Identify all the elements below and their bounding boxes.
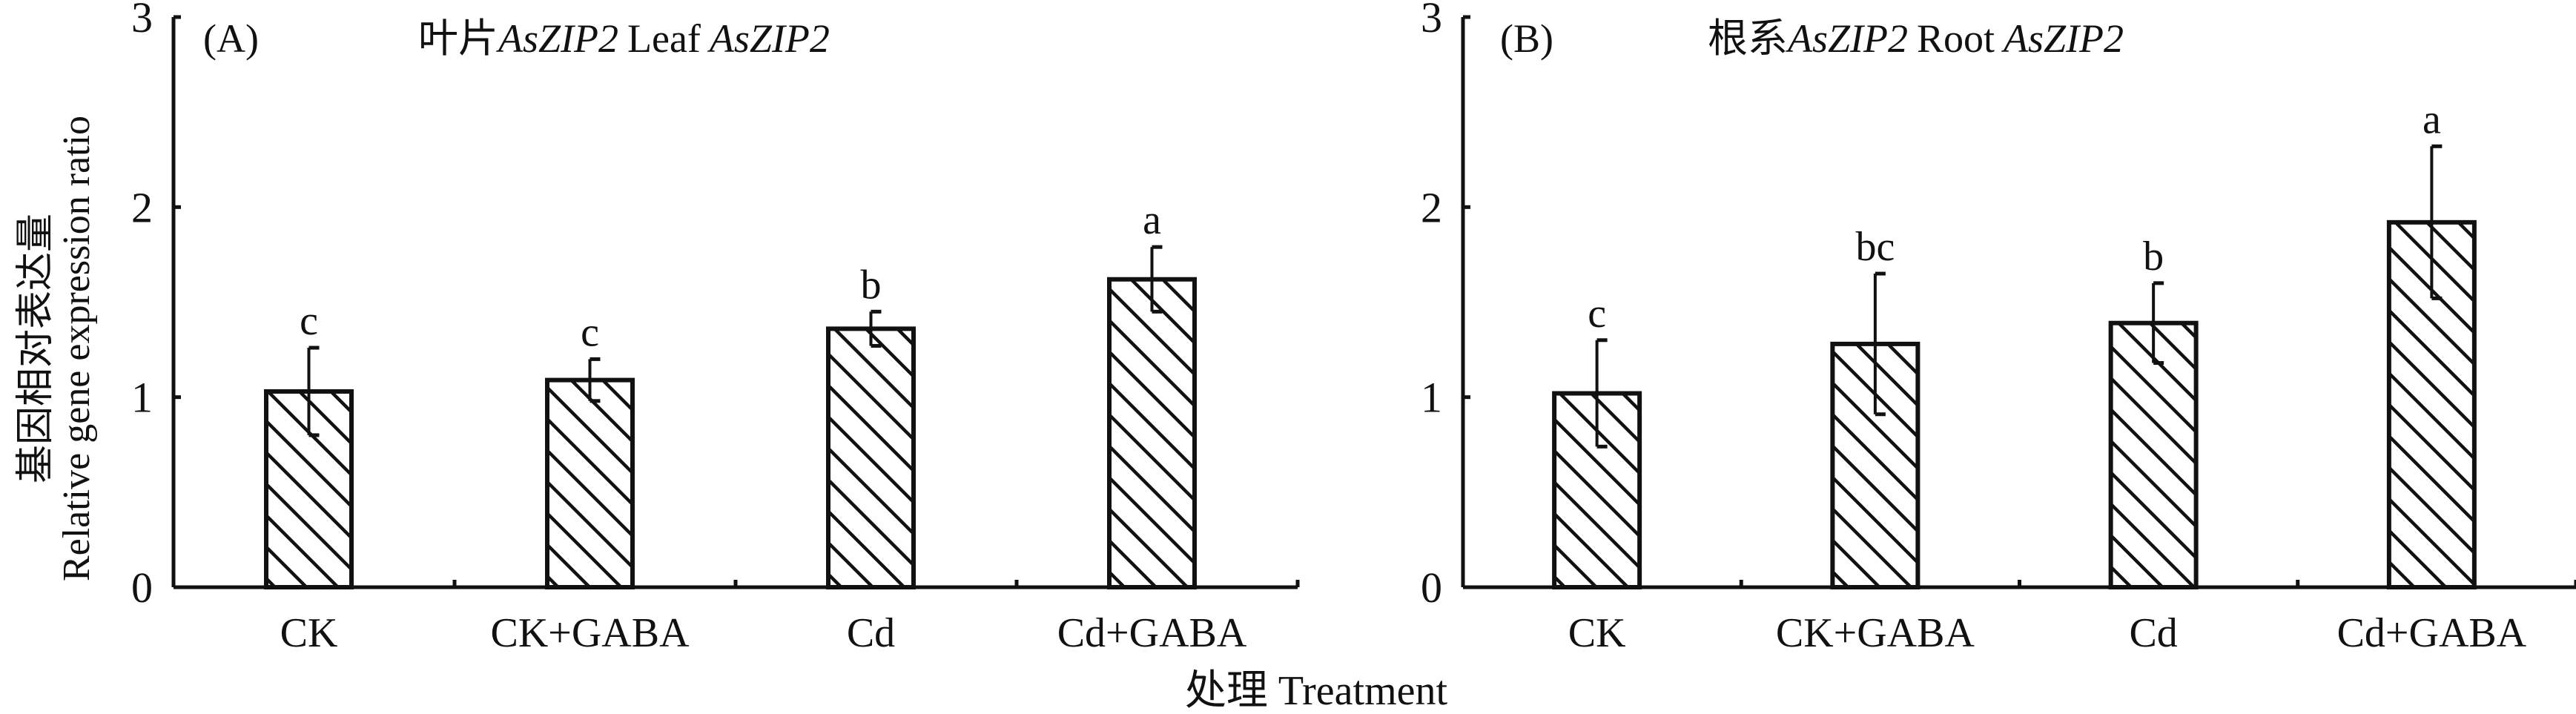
y-tick-label: 2 [1421,183,1442,231]
y-axis-label-cn: 基因相对表达量 [15,214,57,483]
y-axis-label-en: Relative gene expression ratio [56,116,98,581]
y-axis-label: 基因相对表达量 Relative gene expression ratio [15,116,98,581]
panel-label: (A) [203,16,259,61]
significance-letter: c [300,298,318,344]
x-tick-label: CK+GABA [490,610,690,656]
y-tick-label: 1 [131,374,153,422]
significance-letter: c [1588,291,1606,337]
x-tick-label: Cd [2129,610,2177,656]
x-tick-label: Cd+GABA [1057,610,1247,656]
y-tick-label: 3 [131,0,153,42]
title-gene: AsZIP2 [1786,16,1908,61]
x-axis-label: 处理 Treatment [1185,668,1448,714]
y-tick-label: 3 [1421,0,1442,42]
title-cn: 根系 [1708,16,1788,61]
x-tick-label: CK [280,610,338,656]
significance-letter: a [2423,96,2441,142]
title-gene: AsZIP2 [496,16,618,61]
panel-label: (B) [1500,16,1553,61]
title-gene: AsZIP2 [2001,16,2124,61]
title-gene: AsZIP2 [707,16,830,61]
bar [1107,277,1197,589]
chart-title: 叶片AsZIP2 Leaf AsZIP2 [418,16,830,61]
title-cn: 叶片 [418,16,498,61]
significance-letter: a [1143,197,1161,243]
significance-letter: c [581,309,599,355]
chart-title: 根系AsZIP2 Root AsZIP2 [1708,16,2124,61]
y-tick-label: 0 [131,563,153,612]
title-en: Root [1917,16,1995,61]
y-tick-label: 2 [131,183,153,231]
title-en: Leaf [627,16,701,61]
significance-letter: bc [1855,224,1895,270]
x-tick-label: CK+GABA [1776,610,1975,656]
significance-letter: b [861,262,882,308]
bar [545,377,635,589]
y-tick-label: 0 [1421,563,1442,612]
x-tick-label: Cd [847,610,895,656]
bar [826,326,916,589]
x-tick-label: CK [1568,610,1626,656]
significance-letter: b [2143,234,2164,280]
y-tick-label: 1 [1421,374,1442,422]
bar [2108,320,2199,589]
x-tick-label: Cd+GABA [2337,610,2527,656]
